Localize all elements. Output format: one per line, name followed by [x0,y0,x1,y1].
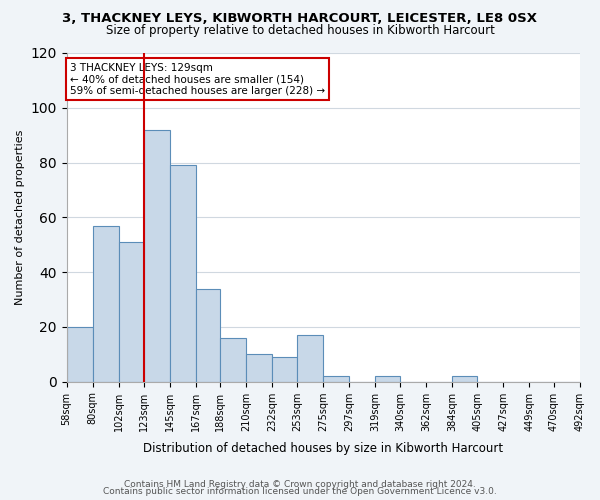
Bar [196,288,220,382]
Text: 3, THACKNEY LEYS, KIBWORTH HARCOURT, LEICESTER, LE8 0SX: 3, THACKNEY LEYS, KIBWORTH HARCOURT, LEI… [62,12,538,26]
Bar [92,226,119,382]
Bar [323,376,349,382]
Text: Contains HM Land Registry data © Crown copyright and database right 2024.: Contains HM Land Registry data © Crown c… [124,480,476,489]
Y-axis label: Number of detached properties: Number of detached properties [15,130,25,305]
Bar [272,357,298,382]
Bar [376,376,400,382]
X-axis label: Distribution of detached houses by size in Kibworth Harcourt: Distribution of detached houses by size … [143,442,503,455]
Text: 3 THACKNEY LEYS: 129sqm
← 40% of detached houses are smaller (154)
59% of semi-d: 3 THACKNEY LEYS: 129sqm ← 40% of detache… [70,62,325,96]
Text: Contains public sector information licensed under the Open Government Licence v3: Contains public sector information licen… [103,487,497,496]
Bar [170,166,196,382]
Text: Size of property relative to detached houses in Kibworth Harcourt: Size of property relative to detached ho… [106,24,494,37]
Bar [143,130,170,382]
Bar [247,354,272,382]
Bar [67,327,92,382]
Bar [220,338,247,382]
Bar [119,242,143,382]
Bar [298,335,323,382]
Bar [452,376,477,382]
